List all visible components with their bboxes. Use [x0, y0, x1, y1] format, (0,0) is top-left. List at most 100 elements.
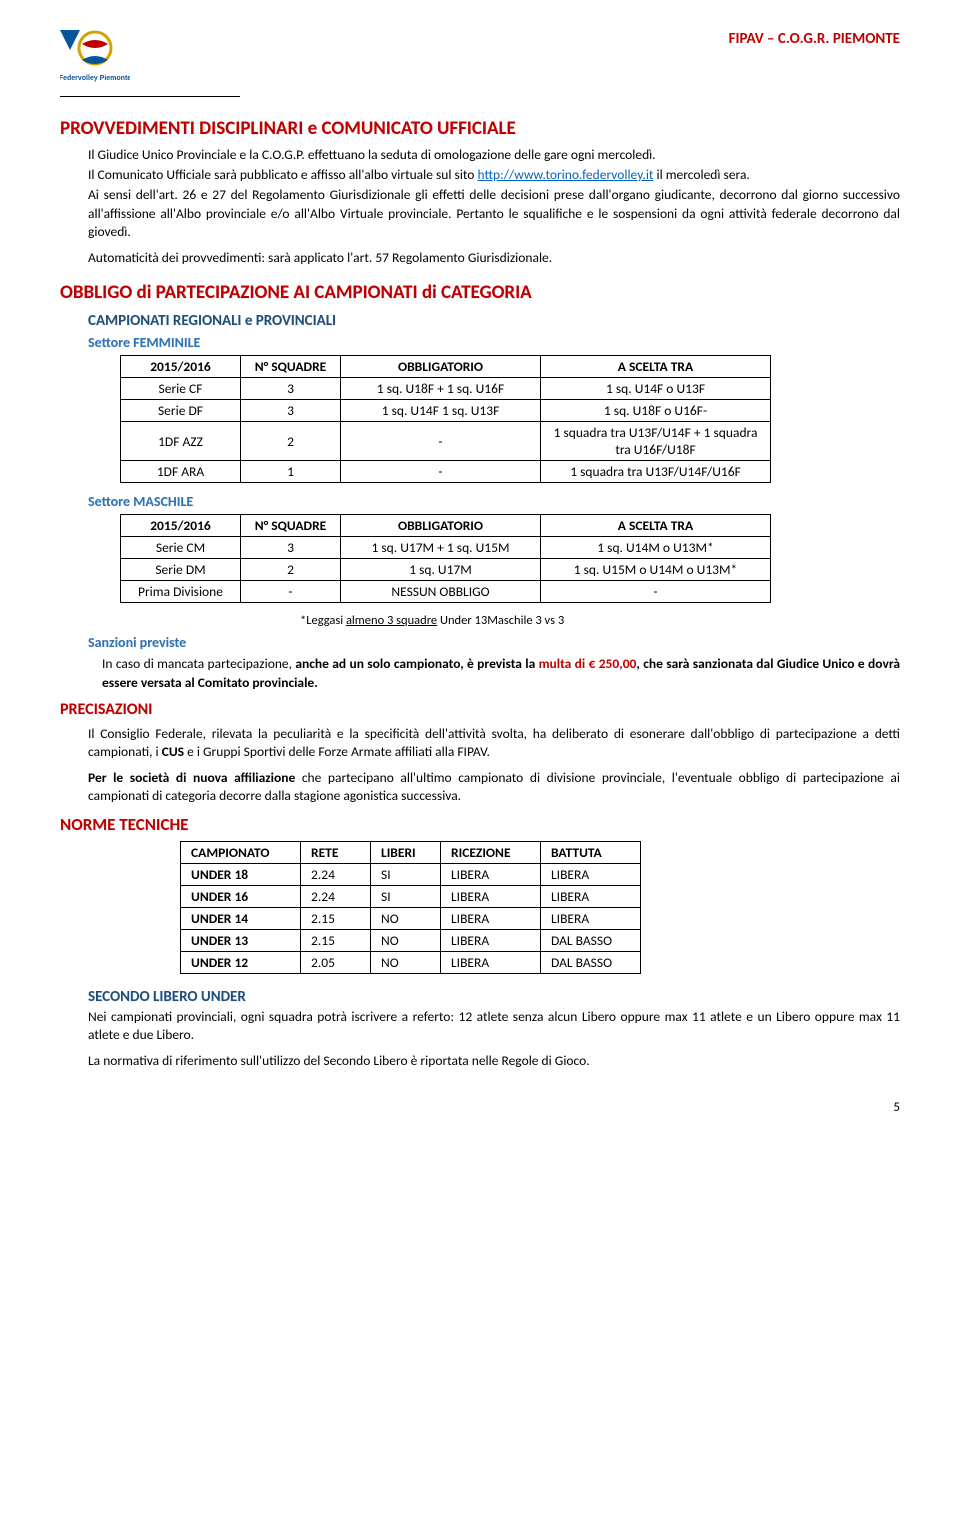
td: 2.05	[301, 951, 371, 973]
th: OBBLIGATORIO	[341, 515, 541, 537]
td: 1	[241, 461, 341, 483]
td: 1 sq. U15M o U14M o U13M*	[541, 559, 771, 581]
table-row: Serie DF31 sq. U14F 1 sq. U13F1 sq. U18F…	[121, 400, 771, 422]
td: 3	[241, 537, 341, 559]
legenda: *Leggasi almeno 3 squadre Under 13Maschi…	[300, 613, 900, 628]
th: 2015/2016	[121, 356, 241, 378]
paragraph: Automaticità dei provvedimenti: sarà app…	[88, 249, 900, 267]
td: 2.15	[301, 929, 371, 951]
section-title-obbligo: OBBLIGO di PARTECIPAZIONE AI CAMPIONATI …	[60, 281, 900, 304]
text: UNDER 12	[191, 954, 248, 971]
paragraph-sanzioni: In caso di mancata partecipazione, anche…	[102, 655, 900, 691]
td: Serie DM	[121, 559, 241, 581]
td: 1 squadra tra U13F/U14F + 1 squadra tra …	[541, 422, 771, 461]
subtitle-libero: SECONDO LIBERO UNDER	[88, 988, 900, 1006]
td: 1 sq. U14F o U13F	[541, 378, 771, 400]
table-header-row: CAMPIONATO RETE LIBERI RICEZIONE BATTUTA	[181, 841, 641, 863]
section-title-norme: NORME TECNICHE	[60, 814, 900, 835]
td: Serie CF	[121, 378, 241, 400]
td: LIBERA	[441, 863, 541, 885]
section-title-precisazioni: PRECISAZIONI	[60, 700, 900, 719]
td: -	[341, 422, 541, 461]
th: N° SQUADRE	[241, 515, 341, 537]
table-norme: CAMPIONATO RETE LIBERI RICEZIONE BATTUTA…	[180, 841, 641, 974]
text: UNDER 18	[191, 866, 248, 883]
td: -	[341, 461, 541, 483]
paragraph: La normativa di riferimento sull'utilizz…	[88, 1052, 900, 1070]
td: UNDER 14	[181, 907, 301, 929]
table-row: UNDER 142.15NOLIBERALIBERA	[181, 907, 641, 929]
text: Per le società di nuova affiliazione	[88, 769, 295, 786]
td: 2.15	[301, 907, 371, 929]
td: LIBERA	[541, 863, 641, 885]
link-federvolley[interactable]: http://www.torino.federvolley.it	[477, 166, 653, 183]
td: SI	[371, 885, 441, 907]
paragraph: Il Giudice Unico Provinciale e la C.O.G.…	[88, 146, 900, 164]
header-right: FIPAV – C.O.G.R. PIEMONTE	[729, 30, 900, 48]
subtitle-femminile: Settore FEMMINILE	[88, 334, 900, 351]
th: LIBERI	[371, 841, 441, 863]
th: CAMPIONATO	[181, 841, 301, 863]
text: il mercoledì sera.	[653, 166, 749, 183]
td: LIBERA	[441, 929, 541, 951]
page-header: Federvolley Piemonte FIPAV – C.O.G.R. PI…	[60, 30, 900, 86]
text: UNDER 16	[191, 888, 248, 905]
svg-text:Federvolley Piemonte: Federvolley Piemonte	[60, 75, 130, 82]
th: A SCELTA TRA	[541, 356, 771, 378]
table-header-row: 2015/2016 N° SQUADRE OBBLIGATORIO A SCEL…	[121, 356, 771, 378]
td: 2	[241, 559, 341, 581]
table-row: UNDER 162.24SILIBERALIBERA	[181, 885, 641, 907]
table-row: Prima Divisione-NESSUN OBBLIGO-	[121, 581, 771, 603]
td: NESSUN OBBLIGO	[341, 581, 541, 603]
td: NO	[371, 907, 441, 929]
td: LIBERA	[541, 885, 641, 907]
td: DAL BASSO	[541, 951, 641, 973]
subtitle-sanzioni: Sanzioni previste	[88, 634, 900, 651]
text: UNDER 13	[191, 932, 248, 949]
td: -	[541, 581, 771, 603]
td: 1 sq. U18F + 1 sq. U16F	[341, 378, 541, 400]
paragraph: Nei campionati provinciali, ogni squadra…	[88, 1008, 900, 1044]
td: LIBERA	[441, 907, 541, 929]
td: LIBERA	[441, 951, 541, 973]
th: A SCELTA TRA	[541, 515, 771, 537]
td: 1 sq. U17M + 1 sq. U15M	[341, 537, 541, 559]
td: UNDER 18	[181, 863, 301, 885]
paragraph: Il Consiglio Federale, rilevata la pecul…	[88, 725, 900, 761]
th: N° SQUADRE	[241, 356, 341, 378]
td: 1 sq. U14M o U13M*	[541, 537, 771, 559]
td: 1 sq. U17M	[341, 559, 541, 581]
th: 2015/2016	[121, 515, 241, 537]
table-row: Serie CF31 sq. U18F + 1 sq. U16F1 sq. U1…	[121, 378, 771, 400]
td: DAL BASSO	[541, 929, 641, 951]
table-femminile: 2015/2016 N° SQUADRE OBBLIGATORIO A SCEL…	[120, 355, 771, 483]
td: 1 squadra tra U13F/U14F/U16F	[541, 461, 771, 483]
td: UNDER 16	[181, 885, 301, 907]
table-row: Serie DM21 sq. U17M1 sq. U15M o U14M o U…	[121, 559, 771, 581]
td: Serie CM	[121, 537, 241, 559]
th: RETE	[301, 841, 371, 863]
td: 1 sq. U14F 1 sq. U13F	[341, 400, 541, 422]
table-row: UNDER 122.05NOLIBERADAL BASSO	[181, 951, 641, 973]
page-number: 5	[60, 1100, 900, 1115]
table-maschile: 2015/2016 N° SQUADRE OBBLIGATORIO A SCEL…	[120, 514, 771, 603]
td: 3	[241, 400, 341, 422]
td: 3	[241, 378, 341, 400]
td: UNDER 12	[181, 951, 301, 973]
td: 1DF AZZ	[121, 422, 241, 461]
text: UNDER 14	[191, 910, 248, 927]
td: NO	[371, 929, 441, 951]
paragraph: Il Comunicato Ufficiale sarà pubblicato …	[88, 166, 900, 184]
text-multa: multa di € 250,00	[539, 655, 637, 672]
text: anche ad un solo campionato, è prevista …	[295, 655, 538, 672]
th: OBBLIGATORIO	[341, 356, 541, 378]
th: RICEZIONE	[441, 841, 541, 863]
td: 1 sq. U18F o U16F-	[541, 400, 771, 422]
text: Under 13Maschile 3 vs 3	[437, 613, 564, 628]
td: 2.24	[301, 863, 371, 885]
td: Prima Divisione	[121, 581, 241, 603]
table-header-row: 2015/2016 N° SQUADRE OBBLIGATORIO A SCEL…	[121, 515, 771, 537]
table-row: UNDER 13 2.15NOLIBERADAL BASSO	[181, 929, 641, 951]
text: CUS	[162, 743, 184, 760]
text: almeno 3 squadre	[346, 613, 437, 628]
